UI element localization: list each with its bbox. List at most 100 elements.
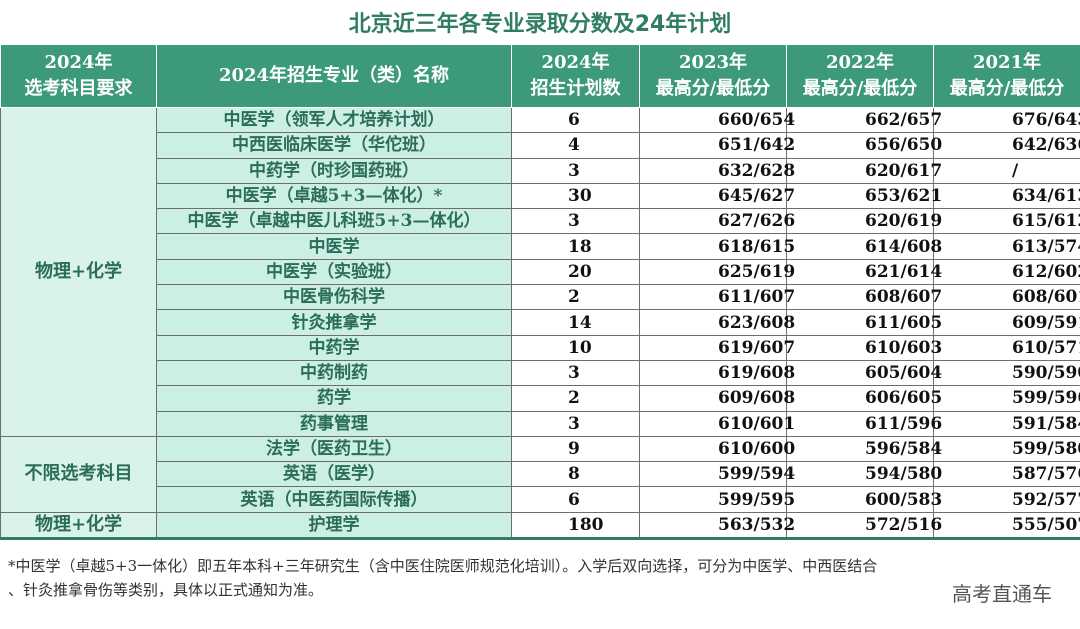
- plan-count-cell: 9: [511, 435, 640, 463]
- score-2021-cell: 599/580: [933, 435, 1080, 463]
- plan-count-cell: 10: [511, 334, 640, 361]
- score-2021-cell: 591/584: [933, 410, 1080, 437]
- plan-count-cell: 14: [511, 309, 640, 336]
- score-2021-cell: 613/574: [933, 233, 1080, 260]
- page-title: 北京近三年各专业录取分数及24年计划: [348, 12, 732, 37]
- plan-count-cell: 180: [511, 511, 640, 541]
- score-2021-cell: 610/571: [933, 334, 1080, 361]
- major-name-cell: 药学: [156, 385, 512, 412]
- score-2022-cell: 608/607: [786, 284, 942, 311]
- score-2022-cell: 606/605: [786, 385, 942, 412]
- score-2023-cell: 660/654: [639, 106, 795, 134]
- major-name-cell: 中医学（实验班）: [156, 258, 512, 286]
- major-name-cell: 中医骨伤科学: [156, 284, 512, 311]
- plan-count-cell: 6: [511, 486, 640, 513]
- major-name-cell: 中药制药: [156, 359, 512, 387]
- score-2023-cell: 619/607: [639, 334, 795, 361]
- score-2023-cell: 645/627: [639, 182, 795, 210]
- score-2021-cell: 676/643: [933, 106, 1080, 134]
- plan-count-cell: 2: [511, 385, 640, 412]
- major-name-cell: 药事管理: [156, 410, 512, 437]
- score-2021-cell: 608/601: [933, 284, 1080, 311]
- score-2021-cell: 609/591: [933, 309, 1080, 336]
- subject-requirement-cell: 物理+化学: [0, 107, 157, 437]
- score-2022-cell: 611/605: [786, 309, 942, 336]
- major-name-cell: 中西医临床医学（华佗班）: [156, 132, 512, 159]
- score-2021-cell: /: [933, 157, 1080, 184]
- major-name-cell: 中药学（时珍国药班）: [156, 157, 512, 184]
- score-2022-cell: 611/596: [786, 410, 942, 437]
- major-name-cell: 英语（医学）: [156, 461, 512, 488]
- score-2021-cell: 599/596: [933, 385, 1080, 412]
- score-2023-cell: 623/608: [639, 309, 795, 336]
- subject-requirement-cell: 不限选考科目: [0, 435, 157, 513]
- score-2022-cell: 620/619: [786, 208, 942, 235]
- major-name-cell: 英语（中医药国际传播）: [156, 486, 512, 513]
- plan-count-cell: 30: [511, 182, 640, 210]
- footnote-line-1: *中医学（卓越5+3一体化）即五年本科+三年研究生（含中医住院医师规范化培训）。…: [8, 557, 878, 575]
- score-2021-cell: 642/636: [933, 132, 1080, 159]
- score-2022-cell: 596/584: [786, 435, 942, 463]
- score-2023-cell: 619/608: [639, 359, 795, 387]
- header-subject-requirement: 2024年 选考科目要求: [0, 44, 157, 108]
- score-2022-cell: 572/516: [786, 511, 942, 541]
- score-2023-cell: 611/607: [639, 284, 795, 311]
- major-name-cell: 中医学（卓越5+3—体化）*: [156, 182, 512, 210]
- major-name-cell: 护理学: [156, 511, 512, 541]
- score-2022-cell: 653/621: [786, 182, 942, 210]
- plan-count-cell: 6: [511, 106, 640, 134]
- plan-count-cell: 3: [511, 359, 640, 387]
- plan-count-cell: 20: [511, 258, 640, 286]
- watermark: 高考直通车: [952, 582, 1052, 606]
- plan-count-cell: 2: [511, 284, 640, 311]
- footnote: *中医学（卓越5+3一体化）即五年本科+三年研究生（含中医住院医师规范化培训）。…: [8, 554, 1072, 602]
- score-2023-cell: 563/532: [639, 511, 795, 541]
- score-2023-cell: 627/626: [639, 208, 795, 235]
- header-2023-scores: 2023年 最高分/最低分: [639, 44, 787, 108]
- header-2022-scores: 2022年 最高分/最低分: [786, 44, 934, 108]
- major-name-cell: 中医学（卓越中医儿科班5+3—体化）: [156, 208, 512, 235]
- score-2022-cell: 610/603: [786, 334, 942, 361]
- score-2022-cell: 594/580: [786, 461, 942, 488]
- score-2023-cell: 609/608: [639, 385, 795, 412]
- score-2023-cell: 599/595: [639, 486, 795, 513]
- score-2023-cell: 618/615: [639, 233, 795, 260]
- plan-count-cell: 4: [511, 132, 640, 159]
- score-2021-cell: 592/577: [933, 486, 1080, 513]
- plan-count-cell: 8: [511, 461, 640, 488]
- score-2023-cell: 610/601: [639, 410, 795, 437]
- score-2021-cell: 612/602: [933, 258, 1080, 286]
- score-2022-cell: 662/657: [786, 106, 942, 134]
- score-2022-cell: 656/650: [786, 132, 942, 159]
- score-2021-cell: 590/590: [933, 359, 1080, 387]
- header-plan-count: 2024年 招生计划数: [511, 44, 640, 108]
- score-2023-cell: 625/619: [639, 258, 795, 286]
- table-header-row: 2024年 选考科目要求 2024年招生专业（类）名称 2024年 招生计划数 …: [0, 44, 1080, 108]
- score-2023-cell: 599/594: [639, 461, 795, 488]
- major-name-cell: 中药学: [156, 334, 512, 361]
- score-2022-cell: 605/604: [786, 359, 942, 387]
- footnote-line-2: 、针灸推拿骨伤等类别，具体以正式通知为准。: [8, 581, 324, 599]
- plan-count-cell: 3: [511, 410, 640, 437]
- score-2022-cell: 621/614: [786, 258, 942, 286]
- header-major-name: 2024年招生专业（类）名称: [156, 44, 512, 108]
- score-2022-cell: 620/617: [786, 157, 942, 184]
- major-name-cell: 法学（医药卫生）: [156, 435, 512, 463]
- table-row: 中药学（时珍国药班） 3 632/628 620/617/: [1, 157, 1080, 184]
- subject-requirement-cell: 物理+化学: [0, 511, 157, 541]
